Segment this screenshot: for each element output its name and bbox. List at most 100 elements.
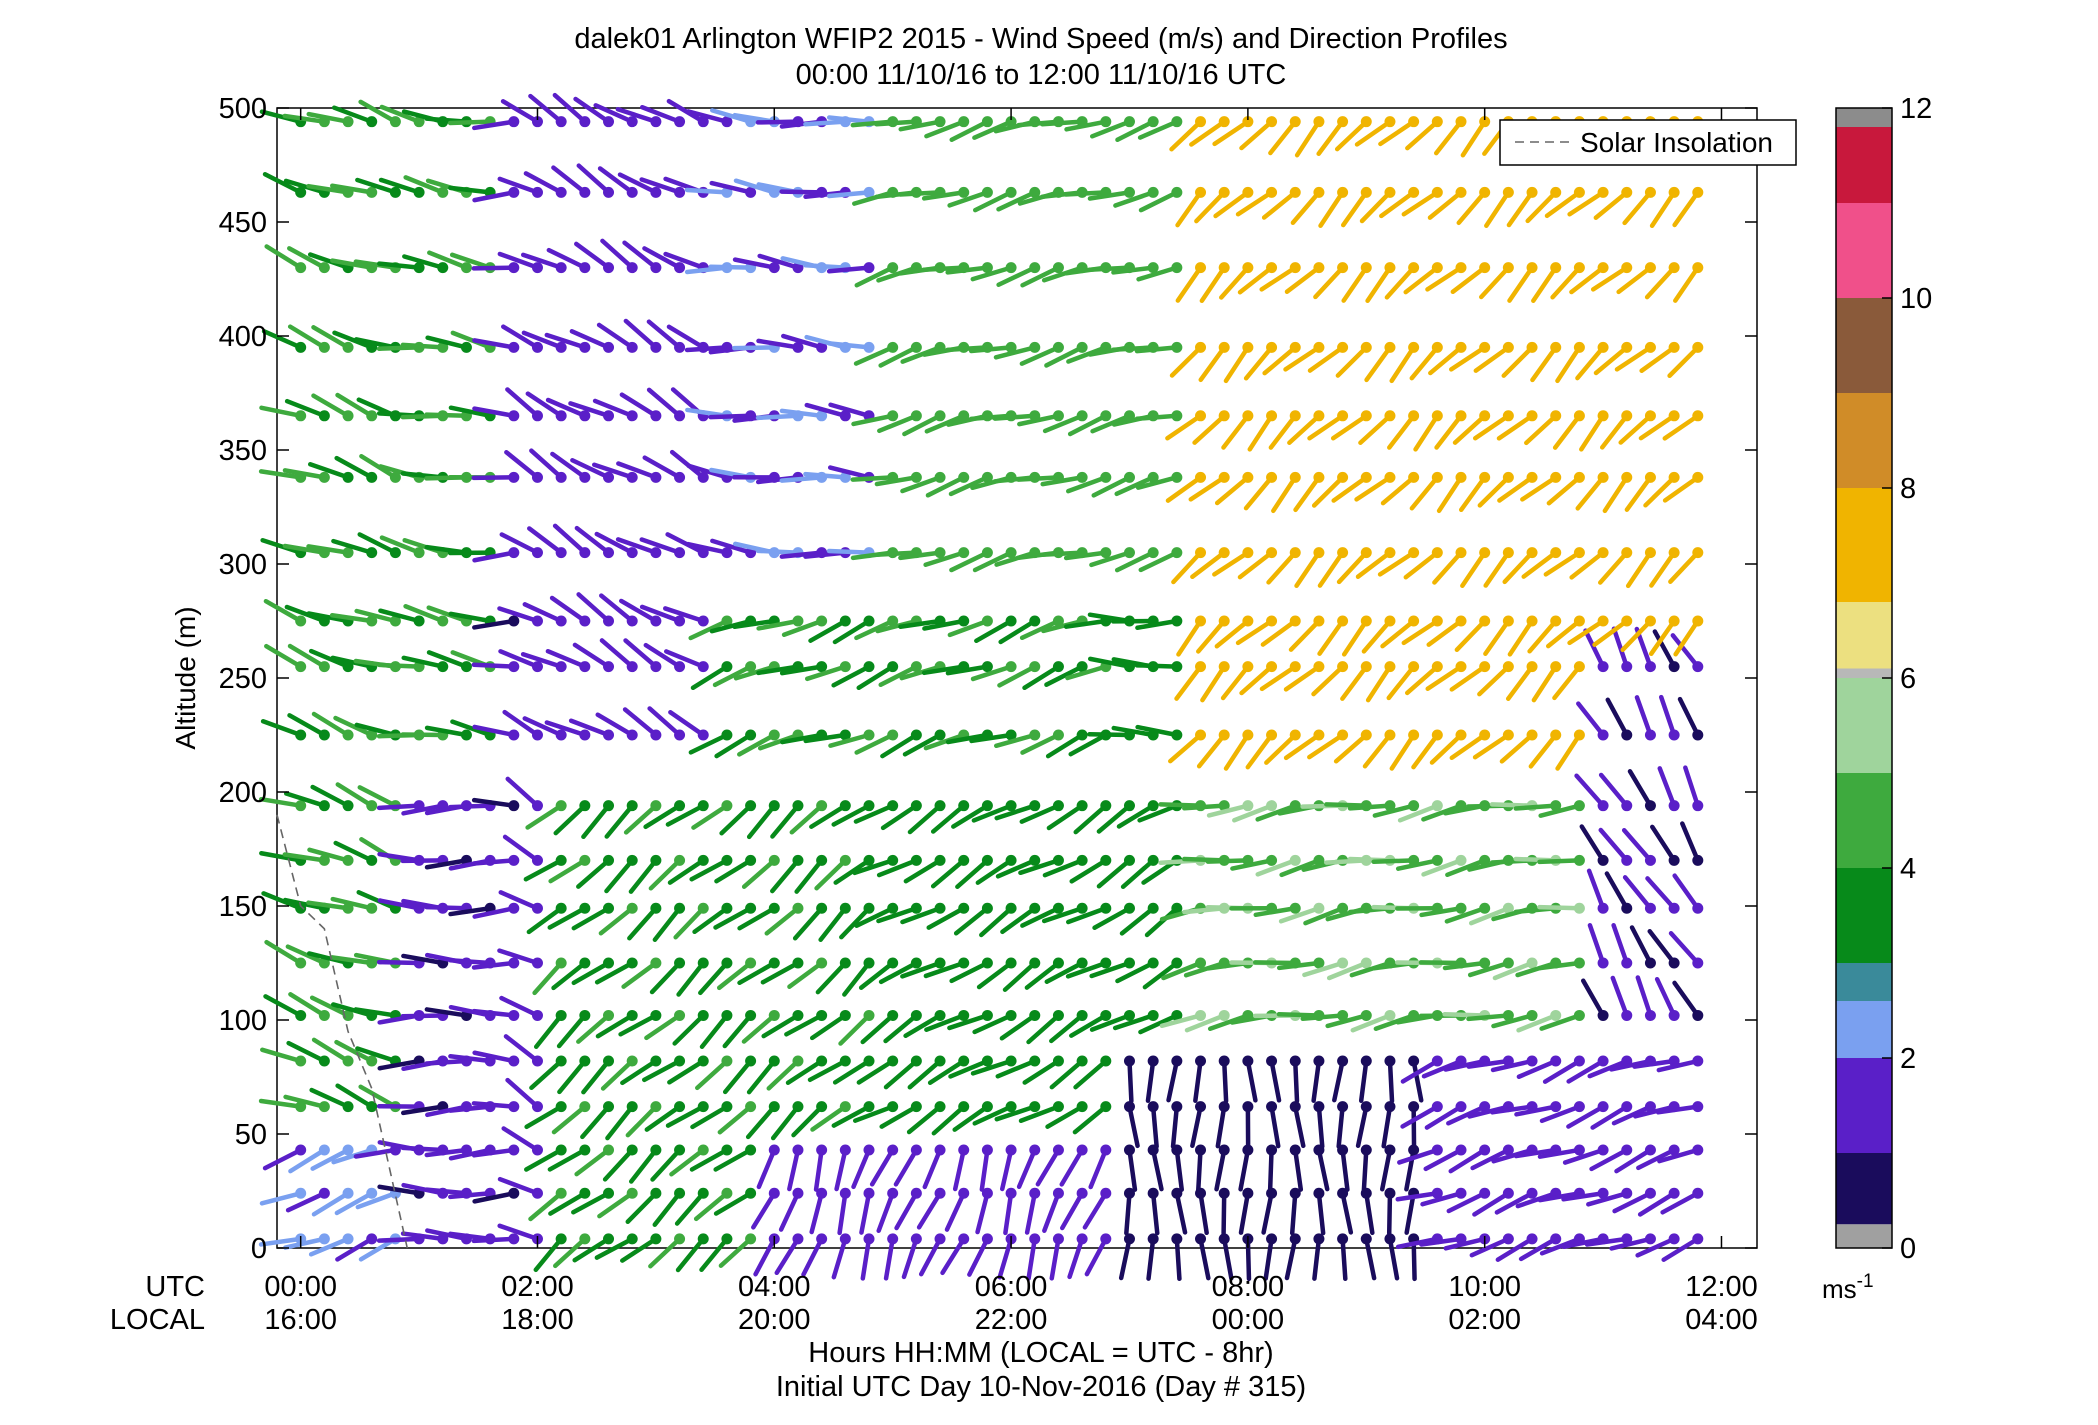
wind-barb-shaft — [1089, 119, 1132, 139]
wind-barb-shaft — [260, 1047, 303, 1064]
wind-barb-dot — [1479, 1144, 1491, 1156]
wind-barb-dot — [721, 1187, 733, 1199]
wind-barb-shaft — [501, 324, 540, 350]
wind-barb-dot — [839, 729, 851, 741]
wind-barb-dot — [1621, 262, 1633, 274]
x-tick-label-utc: 06:00 — [975, 1271, 1048, 1303]
colorbar-band — [1836, 668, 1892, 678]
wind-barb-shaft — [1278, 906, 1322, 924]
wind-barb-dot — [934, 957, 946, 969]
wind-barb-shaft — [1138, 550, 1180, 573]
wind-barb-dot — [839, 1101, 851, 1113]
wind-barb-dot — [1479, 1187, 1491, 1199]
wind-barb-shaft — [1316, 119, 1345, 156]
wind-barb-dot — [1692, 661, 1704, 673]
wind-barb-shaft — [497, 251, 540, 270]
wind-barb-dot — [1597, 957, 1609, 969]
wind-barb-shaft — [1454, 618, 1487, 653]
wind-barb-shaft — [1326, 960, 1369, 981]
wind-barb-dot — [1526, 1233, 1538, 1245]
wind-barb-dot — [650, 116, 662, 128]
wind-barb-dot — [1384, 186, 1396, 198]
wind-barb-shaft — [1238, 1147, 1251, 1192]
wind-barb-shaft — [528, 93, 564, 124]
wind-barb-shaft — [1136, 265, 1180, 282]
wind-barb-dot — [1692, 615, 1704, 627]
wind-barb-shaft — [1302, 960, 1345, 978]
wind-barb-dot — [981, 547, 993, 559]
wind-barb-shaft — [1174, 664, 1203, 701]
wind-barb-dot — [1644, 471, 1656, 483]
wind-barb-shaft — [1395, 858, 1440, 871]
wind-barb-shaft — [1528, 732, 1558, 769]
wind-barb-shaft — [400, 1013, 446, 1019]
wind-barb-shaft — [544, 332, 588, 350]
wind-barb-shaft — [378, 608, 422, 624]
wind-barb-dot — [413, 262, 425, 274]
wind-barb-dot — [318, 1009, 330, 1021]
wind-barb-dot — [1029, 1009, 1041, 1021]
wind-barb-shaft — [755, 548, 801, 555]
colorbar-unit: ms-1 — [1822, 1271, 1874, 1304]
wind-barb-dot — [768, 1187, 780, 1199]
wind-barb-dot — [366, 186, 378, 198]
wind-barb-dot — [1313, 547, 1325, 559]
wind-barb-shaft — [1365, 664, 1393, 703]
wind-barb-shaft — [472, 338, 517, 350]
wind-barb-shaft — [1364, 1191, 1375, 1236]
wind-barb-shaft — [307, 847, 351, 863]
wind-barb-dot — [1029, 800, 1041, 812]
wind-barb-shaft — [1255, 803, 1298, 822]
wind-barb-shaft — [1656, 1058, 1701, 1073]
wind-barb-dot — [1005, 1144, 1017, 1156]
wind-barb-dot — [745, 1055, 757, 1067]
wind-barb-shaft — [377, 1058, 422, 1071]
wind-barb-shaft — [1355, 1104, 1369, 1149]
wind-barb-dot — [650, 800, 662, 812]
wind-barb-dot — [1123, 186, 1135, 198]
wind-barb-shaft — [448, 1191, 493, 1200]
wind-barb-shaft — [448, 185, 493, 195]
wind-barb-shaft — [693, 1191, 730, 1222]
wind-barb-shaft — [1292, 1058, 1300, 1104]
wind-barb-shaft — [770, 803, 801, 839]
wind-barb-shaft — [1193, 1058, 1203, 1103]
wind-barb-dot — [1005, 800, 1017, 812]
wind-barb-shaft — [902, 413, 943, 437]
wind-barb-dot — [839, 902, 851, 914]
wind-barb-shaft — [1316, 1104, 1325, 1149]
colorbar-band — [1836, 1001, 1892, 1058]
wind-barb-shaft — [1276, 1011, 1322, 1018]
wind-barb-shaft — [699, 1013, 730, 1049]
wind-barb-dot — [1195, 615, 1207, 627]
wind-barb-shaft — [1537, 1147, 1582, 1159]
wind-barb-dot — [745, 854, 757, 866]
wind-barb-dot — [437, 262, 449, 274]
wind-barb-shaft — [831, 803, 872, 827]
wind-barb-dot — [318, 1101, 330, 1113]
wind-barb-shaft — [831, 664, 872, 688]
wind-barb-shaft — [718, 1236, 753, 1268]
wind-barb-dot — [1597, 1055, 1609, 1067]
wind-barb-shaft — [448, 1147, 493, 1161]
wind-barb-shaft — [1429, 732, 1464, 765]
wind-barb-shaft — [714, 858, 753, 884]
wind-barb-dot — [674, 1144, 686, 1156]
wind-barb-dot — [1408, 547, 1420, 559]
wind-barb-dot — [1076, 410, 1088, 422]
wind-barb-shaft — [1232, 803, 1274, 823]
wind-barb-shaft — [1537, 960, 1582, 971]
wind-barb-dot — [1644, 547, 1656, 559]
wind-barb-shaft — [1677, 696, 1701, 738]
wind-barb-dot — [1171, 116, 1183, 128]
wind-barb-shaft — [690, 1104, 730, 1130]
wind-barb-shaft — [970, 1058, 1014, 1076]
wind-barb-shaft — [497, 1176, 540, 1196]
wind-barb-dot — [674, 186, 686, 198]
wind-barb-shaft — [669, 1147, 706, 1177]
wind-barb-shaft — [448, 1054, 493, 1064]
wind-barb-shaft — [574, 241, 611, 270]
wind-barb-dot — [1171, 957, 1183, 969]
